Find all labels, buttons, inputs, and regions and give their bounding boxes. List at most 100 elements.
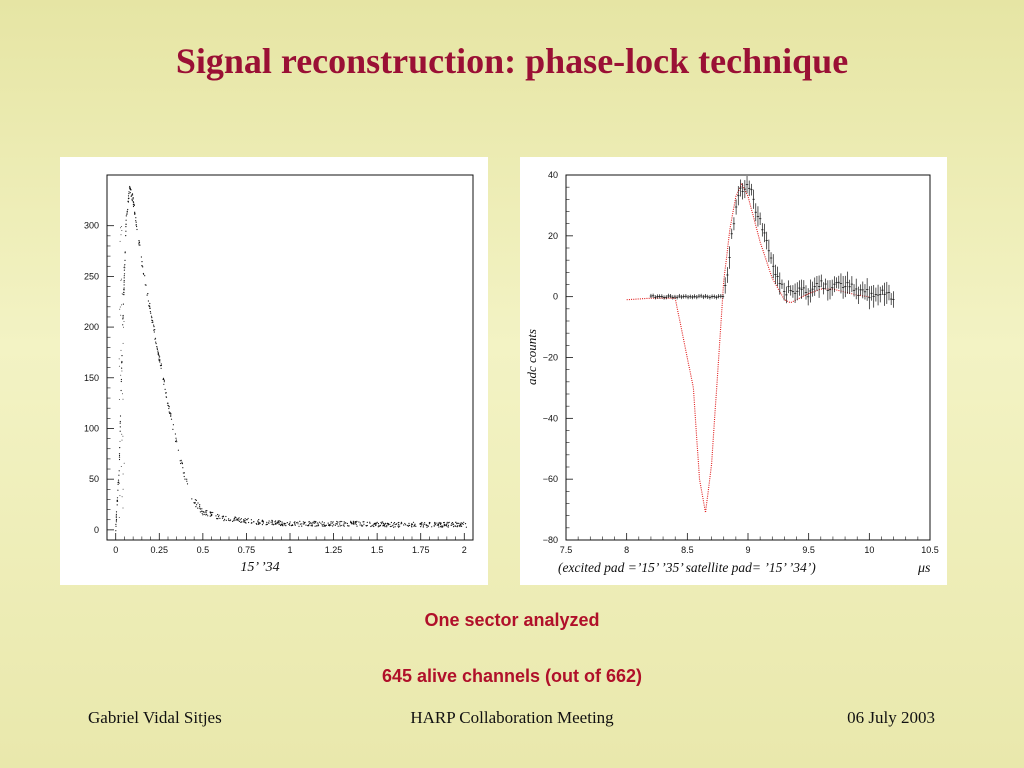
y-tick-label: 200 [84, 322, 99, 332]
data-point [389, 523, 391, 525]
data-point [172, 428, 174, 430]
data-point [352, 520, 354, 522]
data-point [224, 518, 226, 520]
data-point [119, 240, 121, 242]
data-point [384, 522, 387, 524]
data-point [393, 526, 395, 528]
data-point [123, 267, 125, 269]
data-point [393, 523, 395, 525]
signal-waveform-chart: 7.5 8 8.5 9 9.5 10 10.5 −80 −60 −40 −20 0 20 40 adc co… [524, 170, 939, 576]
data-point [335, 523, 337, 525]
data-point [121, 293, 123, 295]
data-point [359, 524, 361, 526]
slide-title: Signal reconstruction: phase-lock techni… [175, 41, 849, 81]
data-point [310, 525, 312, 527]
data-point [119, 306, 121, 308]
data-point [378, 525, 380, 527]
footer-date: 06 July 2003 [847, 708, 935, 727]
data-point [314, 522, 316, 524]
data-point [348, 525, 350, 527]
data-point [415, 525, 417, 527]
data-point [288, 523, 290, 525]
y-tick-label: −40 [543, 413, 558, 423]
data-point [152, 321, 154, 323]
data-point [403, 524, 405, 526]
data-point [291, 524, 293, 526]
data-point [336, 520, 338, 523]
data-point [305, 524, 307, 526]
data-point [129, 185, 131, 188]
data-point [452, 523, 455, 525]
x-tick-label: 0 [113, 545, 118, 555]
data-point [210, 511, 212, 513]
data-point [233, 518, 235, 520]
data-point [377, 526, 379, 528]
data-point [419, 523, 421, 525]
data-point [135, 224, 137, 226]
data-point [199, 505, 201, 507]
data-point [248, 521, 250, 524]
data-point [323, 524, 326, 526]
data-point [233, 519, 235, 521]
data-point [120, 378, 122, 381]
data-point [317, 525, 320, 527]
data-point [354, 522, 356, 524]
data-point [123, 284, 125, 286]
data-point [420, 522, 422, 524]
data-point [261, 524, 263, 526]
data-point [154, 329, 156, 331]
data-point [383, 522, 385, 525]
data-point [299, 520, 301, 522]
data-point [317, 523, 319, 525]
data-point [120, 226, 122, 227]
data-point [461, 525, 463, 527]
data-point [118, 481, 120, 483]
data-point [120, 227, 121, 229]
data-point [237, 519, 239, 521]
data-point [232, 520, 234, 522]
data-point [216, 517, 218, 520]
data-point [131, 193, 134, 195]
data-point [332, 525, 334, 527]
data-point [141, 261, 143, 263]
data-point [440, 522, 442, 524]
data-point [225, 519, 227, 521]
data-point [422, 525, 424, 527]
data-point [241, 521, 243, 523]
data-point [341, 520, 343, 523]
data-point [155, 343, 157, 345]
data-point [132, 204, 134, 206]
data-point [194, 501, 196, 504]
data-point [199, 507, 201, 509]
data-point [414, 523, 416, 525]
right-plot-panel: 7.5 8 8.5 9 9.5 10 10.5 −80 −60 −40 −20 0 20 40 adc co… [520, 157, 947, 585]
data-point [258, 519, 260, 521]
data-point [268, 522, 270, 524]
data-point [240, 518, 242, 520]
x-tick-label: 10 [864, 545, 874, 555]
data-point [199, 508, 201, 510]
data-point [297, 521, 299, 523]
data-point [169, 412, 171, 414]
data-point [438, 526, 440, 528]
data-point [435, 522, 437, 524]
data-point [386, 524, 388, 527]
data-point [328, 524, 331, 526]
data-point [120, 389, 122, 392]
data-point [115, 530, 117, 532]
data-point [120, 279, 122, 281]
data-point [440, 523, 442, 525]
data-point [144, 284, 146, 286]
data-point [123, 273, 126, 275]
data-point [460, 523, 462, 525]
data-point [115, 518, 118, 520]
data-point [119, 430, 121, 432]
data-point [315, 525, 318, 527]
data-point [353, 523, 355, 525]
data-point [122, 303, 124, 305]
data-point [159, 365, 162, 367]
data-point [275, 523, 277, 525]
data-point [278, 521, 280, 523]
data-point [280, 520, 282, 523]
x-tick-label: 9.5 [802, 545, 815, 555]
